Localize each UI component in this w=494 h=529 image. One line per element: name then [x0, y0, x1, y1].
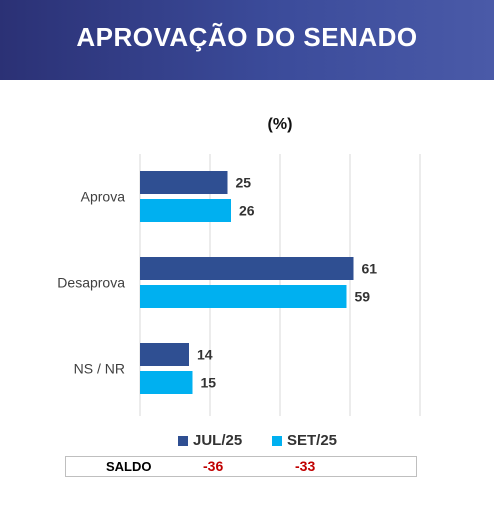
category-label-desaprova: Desaprova: [57, 275, 125, 291]
saldo-value-jul: -36: [203, 458, 224, 474]
bar-desaprova-jul-25: [140, 257, 354, 280]
legend-label-jul: JUL/25: [193, 432, 243, 449]
legend-label-set: SET/25: [287, 432, 338, 449]
data-label-desaprova-jul-25: 61: [362, 261, 378, 277]
unit-label: (%): [267, 116, 293, 133]
saldo-row: SALDO -36 -33: [65, 456, 417, 477]
data-label-desaprova-set-25: 59: [355, 289, 371, 305]
bar-ns-nr-set-25: [140, 371, 193, 394]
page-title: APROVAÇÃO DO SENADO: [76, 22, 418, 52]
legend-swatch-jul: [178, 435, 188, 446]
category-label-ns-nr: NS / NR: [74, 361, 125, 377]
header-banner: APROVAÇÃO DO SENADO: [0, 0, 494, 80]
bar-aprova-jul-25: [140, 171, 228, 194]
data-label-ns-nr-set-25: 15: [201, 375, 217, 391]
data-label-ns-nr-jul-25: 14: [197, 347, 213, 363]
legend-item-jul: JUL/25: [178, 432, 242, 449]
bar-desaprova-set-25: [140, 285, 347, 308]
bar-chart: Aprova 25 26 Desaprova 61 59 NS / NR 14 15: [57, 154, 421, 416]
category-label-aprova: Aprova: [81, 189, 126, 205]
bar-aprova-set-25: [140, 199, 231, 222]
data-label-aprova-jul-25: 25: [236, 175, 252, 191]
legend-swatch-set: [272, 435, 282, 446]
saldo-value-set: -33: [295, 458, 316, 474]
bar-ns-nr-jul-25: [140, 343, 189, 366]
saldo-label: SALDO: [106, 459, 152, 474]
legend-item-set: SET/25: [272, 432, 337, 449]
legend: JUL/25 SET/25: [0, 432, 494, 452]
data-label-aprova-set-25: 26: [239, 203, 255, 219]
